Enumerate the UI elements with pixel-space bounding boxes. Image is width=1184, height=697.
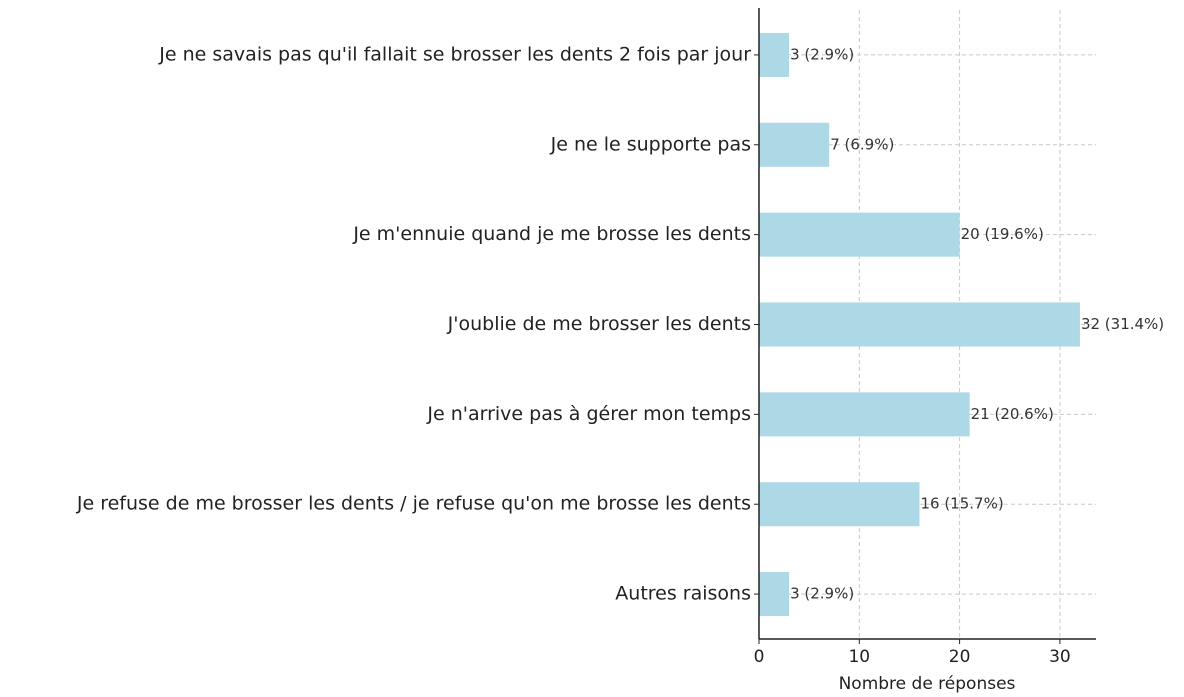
bar [759, 302, 1080, 347]
bar [759, 572, 790, 617]
x-tick-label: 20 [949, 647, 971, 667]
y-tick-label: J'oublie de me brosser les dents [447, 313, 751, 335]
y-tick-label: Autres raisons [615, 583, 751, 605]
value-label: 21 (20.6%) [971, 405, 1054, 423]
y-tick-label: Je n'arrive pas à gérer mon temps [426, 403, 751, 425]
y-tick-label: Je ne le supporte pas [550, 133, 751, 155]
value-label: 7 (6.9%) [830, 135, 894, 153]
value-label: 32 (31.4%) [1081, 315, 1164, 333]
bar [759, 32, 790, 77]
y-tick-label: Je m'ennuie quand je me brosse les dents [352, 223, 751, 245]
bar [759, 392, 970, 437]
y-tick-label: Je ne savais pas qu'il fallait se brosse… [158, 43, 751, 65]
x-axis-label: Nombre de réponses [839, 674, 1016, 694]
value-label: 3 (2.9%) [790, 585, 854, 603]
bar [759, 212, 960, 257]
bar [759, 122, 830, 167]
bar [759, 482, 920, 527]
y-tick-label: Je refuse de me brosser les dents / je r… [76, 493, 751, 515]
x-tick-label: 0 [754, 647, 765, 667]
x-tick-label: 10 [848, 647, 870, 667]
value-label: 16 (15.7%) [920, 495, 1003, 513]
x-tick-label: 30 [1049, 647, 1071, 667]
value-label: 3 (2.9%) [790, 45, 854, 63]
value-label: 20 (19.6%) [961, 225, 1044, 243]
